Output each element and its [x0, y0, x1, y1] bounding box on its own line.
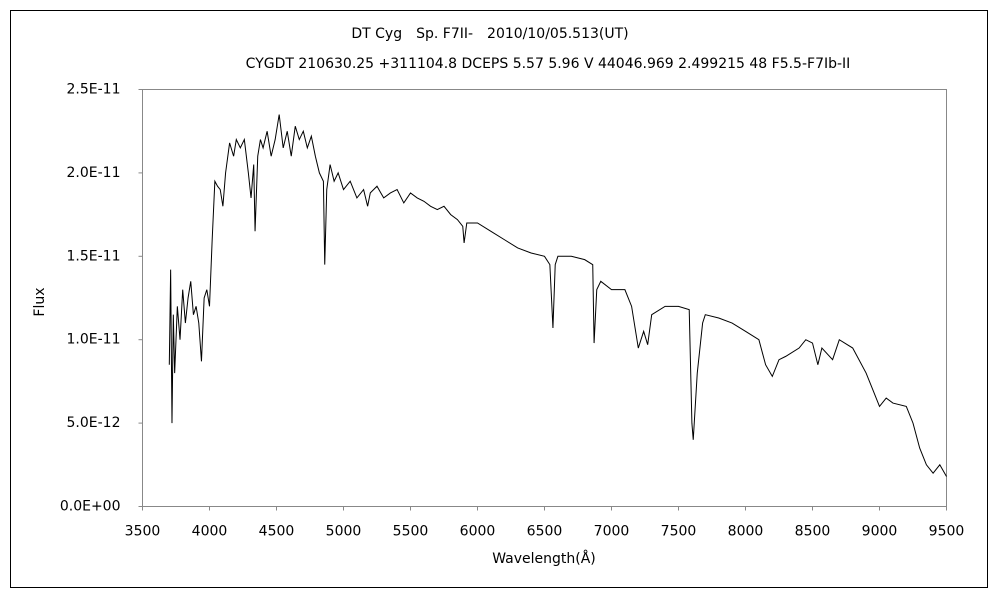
y-axis-label: Flux	[32, 287, 48, 316]
y-tick-label: 2.0E-11	[67, 165, 121, 181]
x-tick-label: 7500	[661, 524, 697, 540]
x-tick-label: 9000	[862, 524, 898, 540]
y-tick-label: 1.5E-11	[67, 248, 121, 264]
y-tick-label: 5.0E-12	[67, 415, 121, 431]
x-tick-label: 4500	[259, 524, 295, 540]
x-tick-label: 8500	[795, 524, 831, 540]
x-tick-label: 5000	[326, 524, 362, 540]
chart-frame	[10, 10, 988, 588]
x-tick-label: 8000	[728, 524, 764, 540]
chart-title: DT Cyg Sp. F7II- 2010/10/05.513(UT)	[351, 26, 628, 42]
x-tick-label: 6000	[460, 524, 496, 540]
x-tick-label: 9500	[929, 524, 965, 540]
x-tick-label: 4000	[192, 524, 228, 540]
x-tick-label: 6500	[527, 524, 563, 540]
y-tick-label: 0.0E+00	[60, 499, 121, 515]
x-tick-label: 5500	[393, 524, 429, 540]
x-axis-label: Wavelength(Å)	[492, 550, 596, 567]
spectrum-line	[168, 114, 947, 477]
chart-subtitle: CYGDT 210630.25 +311104.8 DCEPS 5.57 5.9…	[246, 56, 851, 72]
x-tick-label: 7000	[594, 524, 630, 540]
x-tick-label: 3500	[125, 524, 161, 540]
y-tick-label: 2.5E-11	[67, 82, 121, 98]
y-tick-label: 1.0E-11	[67, 332, 121, 348]
